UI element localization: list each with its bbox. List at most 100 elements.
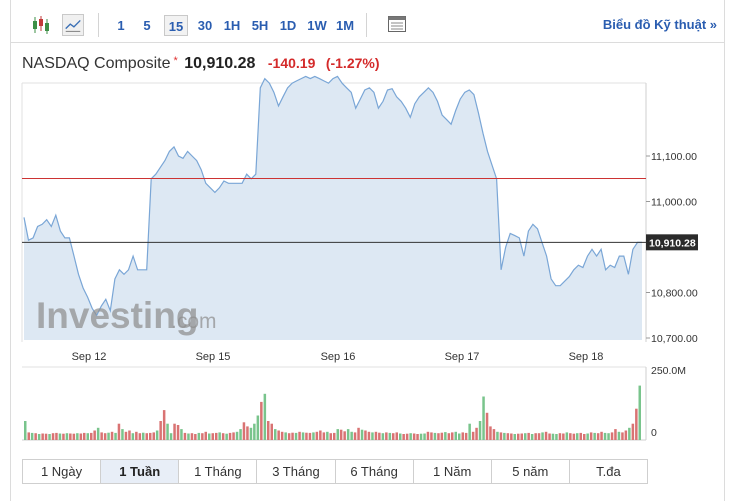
price-change-percent: (-1.27%)	[325, 55, 380, 71]
volume-bar	[215, 432, 218, 440]
volume-bar	[263, 393, 267, 440]
volume-bar	[621, 432, 624, 440]
investing-watermark: Investing .com	[36, 295, 217, 336]
candlestick-chart-icon[interactable]	[30, 14, 52, 36]
volume-bar	[419, 433, 423, 440]
delayed-indicator-icon: *	[173, 55, 178, 67]
volume-bar	[367, 431, 371, 440]
price-line	[23, 75, 642, 317]
volume-bar	[121, 429, 124, 440]
volume-bar	[444, 432, 447, 440]
volume-bar	[565, 432, 569, 440]
volume-bar	[284, 432, 287, 440]
volume-bar	[364, 430, 367, 440]
volume-bar	[242, 422, 246, 440]
x-tick-label: Sep 17	[445, 351, 480, 363]
volume-bar	[37, 434, 41, 440]
range-7[interactable]: T.đa	[569, 460, 647, 483]
volume-bar	[232, 432, 235, 440]
volume-bar	[194, 434, 197, 440]
range-5[interactable]: 1 Năm	[413, 460, 492, 483]
range-1[interactable]: 1 Tuần	[101, 460, 180, 483]
area-chart-icon[interactable]	[62, 14, 84, 36]
volume-bar	[617, 431, 621, 440]
volume-bar	[267, 421, 270, 440]
volume-bar	[471, 431, 475, 440]
volume-bar	[562, 433, 565, 440]
volume-bar	[169, 433, 173, 440]
volume-bar	[360, 429, 364, 440]
volume-bar	[537, 433, 541, 440]
volume-bar	[635, 408, 638, 440]
interval-5[interactable]: 5	[143, 18, 151, 33]
volume-bar	[58, 433, 62, 440]
volume-bar	[600, 431, 603, 440]
volume-bar	[589, 432, 593, 440]
range-3[interactable]: 3 Tháng	[257, 460, 336, 483]
price-area-fill	[24, 76, 642, 341]
volume-bar	[90, 432, 93, 440]
volume-bar	[409, 433, 412, 440]
volume-bar	[183, 432, 187, 440]
volume-bar	[256, 415, 260, 440]
interval-1w[interactable]: 1W	[307, 18, 327, 33]
volume-bar	[593, 432, 596, 440]
volume-bar	[79, 433, 83, 440]
quote-header: NASDAQ Composite * 10,910.28 -140.19 (-1.…	[22, 55, 380, 79]
toolbar-separator	[366, 13, 367, 37]
volume-bar	[534, 433, 537, 440]
interval-1[interactable]: 1	[117, 18, 125, 33]
volume-bar	[204, 431, 207, 440]
volume-bar	[128, 430, 131, 440]
interval-1m[interactable]: 1M	[335, 18, 355, 33]
volume-bar	[381, 433, 385, 440]
volume-bar	[628, 427, 631, 440]
volume-bar	[402, 434, 405, 440]
volume-bar	[458, 433, 461, 440]
volume-bar	[280, 431, 284, 440]
volume-bar	[176, 425, 180, 440]
y-tick-label: 11,000.00	[651, 197, 697, 209]
y-tick-label: 10,700.00	[651, 333, 698, 345]
volume-bar	[447, 433, 451, 440]
volume-bar	[378, 432, 381, 440]
interval-5h[interactable]: 5H	[251, 18, 269, 33]
volume-bar	[270, 423, 273, 440]
interval-30[interactable]: 30	[197, 18, 213, 33]
volume-bar	[343, 431, 346, 440]
volume-bar	[517, 433, 520, 440]
volume-bar	[72, 433, 76, 440]
volume-bar	[24, 421, 27, 440]
volume-bar	[93, 430, 96, 440]
volume-bar	[353, 432, 357, 440]
volume-bar	[638, 385, 641, 440]
volume-bar	[107, 432, 110, 440]
volume-bar	[392, 433, 395, 440]
volume-bar	[30, 432, 34, 440]
interval-15[interactable]: 15	[164, 15, 188, 36]
volume-bar	[555, 434, 558, 440]
volume-bar	[513, 434, 516, 440]
volume-bar	[187, 433, 190, 440]
volume-bar	[86, 433, 89, 440]
technical-chart-link[interactable]: Biểu đồ Kỹ thuật »	[602, 17, 717, 32]
volume-bar	[103, 433, 107, 440]
range-6[interactable]: 5 năm	[491, 460, 570, 483]
volume-bar	[301, 432, 305, 440]
interval-1d[interactable]: 1D	[279, 18, 297, 33]
range-4[interactable]: 6 Tháng	[335, 460, 414, 483]
volume-max-label: 250.0M	[651, 365, 686, 377]
volume-bar	[138, 433, 142, 440]
volume-bar	[572, 433, 576, 440]
interval-1h[interactable]: 1H	[223, 18, 241, 33]
volume-bar	[541, 432, 544, 440]
volume-bar	[55, 432, 58, 440]
y-tick-label: 11,100.00	[651, 151, 697, 163]
volume-bar	[478, 421, 482, 440]
range-0[interactable]: 1 Ngày	[23, 460, 102, 483]
range-2[interactable]: 1 Tháng	[179, 460, 258, 483]
table-view-icon[interactable]	[386, 13, 408, 35]
volume-bar	[416, 434, 419, 440]
volume-bar	[333, 432, 336, 440]
